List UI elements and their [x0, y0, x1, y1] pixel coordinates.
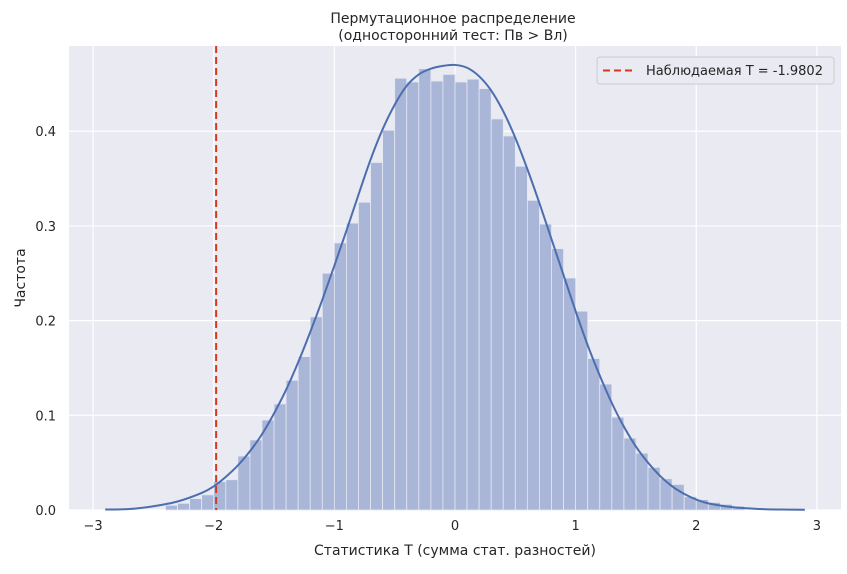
- x-axis-label: Статистика Т (сумма стат. разностей): [314, 543, 596, 559]
- histogram-bar: [514, 165, 528, 511]
- y-axis-label: Частота: [13, 248, 29, 307]
- histogram-bar: [297, 356, 311, 511]
- histogram-bar: [526, 199, 540, 511]
- y-tick-label: 0.4: [35, 125, 56, 140]
- y-tick-label: 0.0: [35, 504, 56, 519]
- legend-box: [596, 56, 835, 85]
- histogram-bar: [261, 419, 275, 511]
- legend: Наблюдаемая Т = -1.9802: [596, 56, 835, 85]
- histogram-bar: [454, 81, 468, 511]
- histogram-bar: [273, 403, 287, 511]
- histogram-bar: [442, 74, 456, 511]
- histogram-bar: [430, 80, 444, 511]
- histogram-bar: [189, 498, 203, 511]
- histogram-bar: [225, 479, 239, 511]
- histogram-bar: [599, 383, 613, 511]
- x-tick-label: −1: [325, 519, 344, 534]
- histogram-bar: [478, 88, 492, 511]
- y-tick-label: 0.1: [35, 409, 56, 424]
- histogram-bar: [333, 242, 347, 511]
- kde-curve: [105, 63, 805, 511]
- histogram-bar: [587, 358, 601, 511]
- x-tick-label: −2: [204, 519, 223, 534]
- histogram-bar: [611, 416, 625, 511]
- histogram-bars: [165, 68, 745, 511]
- legend-label: Наблюдаемая Т = -1.9802: [646, 64, 823, 79]
- tick-labels: −3 −2 −1 0 1 2 3 0.0 0.1 0.2 0.3 0.4: [35, 125, 821, 534]
- histogram-bar: [321, 272, 335, 511]
- histogram-bar: [201, 494, 215, 511]
- histogram-bar: [165, 504, 178, 511]
- y-tick-label: 0.2: [35, 315, 56, 330]
- x-tick-label: 3: [813, 519, 821, 534]
- histogram-bar: [346, 222, 359, 511]
- histogram-bar: [382, 129, 396, 511]
- histogram-bar: [285, 379, 299, 511]
- chart-title-line-2: (односторонний тест: Пв > Вл): [338, 28, 567, 44]
- x-tick-label: 2: [692, 519, 700, 534]
- histogram-bar: [502, 135, 516, 511]
- histogram-bar: [418, 68, 432, 511]
- histogram-bar: [659, 478, 673, 511]
- histogram-bar: [358, 201, 371, 511]
- x-tick-label: 1: [571, 519, 579, 534]
- chart-title-line-1: Пермутационное распределение: [330, 11, 575, 27]
- x-tick-label: −3: [84, 519, 103, 534]
- histogram-bar: [177, 502, 191, 511]
- y-tick-label: 0.3: [35, 220, 56, 235]
- histogram-bar: [490, 118, 504, 511]
- histogram-bar: [394, 77, 408, 511]
- histogram-bar: [406, 81, 420, 511]
- histogram-bar: [309, 316, 323, 511]
- histogram-bar: [563, 277, 577, 511]
- histogram-bar: [551, 248, 564, 511]
- histogram-bar: [370, 162, 384, 511]
- histogram-bar: [539, 223, 552, 511]
- histogram-bar: [466, 78, 480, 511]
- x-tick-label: 0: [451, 519, 459, 534]
- histogram-bar: [623, 437, 637, 511]
